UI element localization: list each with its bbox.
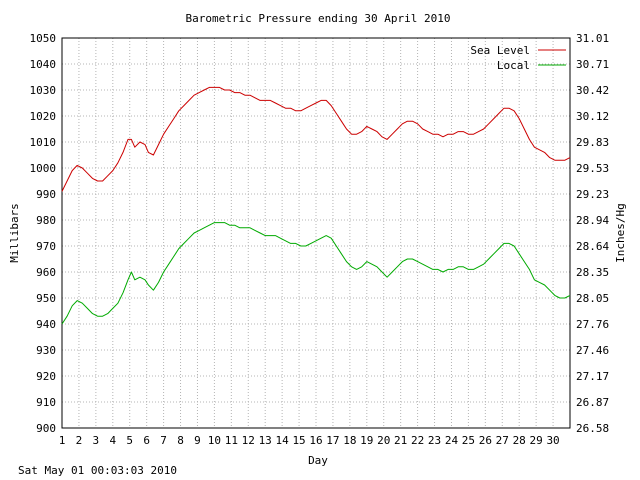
- y-tick-label: 930: [36, 344, 56, 357]
- x-tick-label: 13: [259, 434, 272, 447]
- x-tick-label: 20: [377, 434, 390, 447]
- x-tick-label: 11: [225, 434, 238, 447]
- y-tick-label: 910: [36, 396, 56, 409]
- y-tick-label: 970: [36, 240, 56, 253]
- y2-tick-label: 29.83: [576, 136, 609, 149]
- x-tick-label: 4: [109, 434, 116, 447]
- legend-label: Sea Level: [470, 44, 530, 57]
- x-tick-label: 9: [194, 434, 201, 447]
- y2-tick-label: 29.23: [576, 188, 609, 201]
- x-tick-label: 23: [428, 434, 441, 447]
- y-tick-label: 1020: [30, 110, 57, 123]
- x-tick-label: 14: [276, 434, 290, 447]
- x-tick-label: 2: [76, 434, 83, 447]
- x-tick-label: 25: [462, 434, 475, 447]
- legend-label: Local: [497, 59, 530, 72]
- y2-tick-label: 28.35: [576, 266, 609, 279]
- y-tick-label: 1040: [30, 58, 57, 71]
- x-tick-label: 8: [177, 434, 184, 447]
- y-tick-label: 950: [36, 292, 56, 305]
- x-tick-label: 12: [242, 434, 255, 447]
- y-tick-label: 1010: [30, 136, 57, 149]
- y-tick-label: 920: [36, 370, 56, 383]
- y2-tick-label: 27.46: [576, 344, 609, 357]
- series-line-sea-level: [61, 86, 571, 192]
- legend: Sea Level Local: [470, 44, 566, 72]
- y2-tick-label: 28.64: [576, 240, 609, 253]
- y2-tick-label: 30.71: [576, 58, 609, 71]
- x-tick-label: 16: [309, 434, 322, 447]
- y2-tick-label: 26.87: [576, 396, 609, 409]
- x-tick-label: 19: [360, 434, 373, 447]
- x-tick-label: 7: [160, 434, 167, 447]
- y-tick-label: 1030: [30, 84, 57, 97]
- y-tick-label: 1050: [30, 32, 57, 45]
- timestamp-footer: Sat May 01 00:03:03 2010: [18, 464, 177, 477]
- x-tick-label: 3: [93, 434, 100, 447]
- y2-tick-label: 28.94: [576, 214, 609, 227]
- x-tick-label: 6: [143, 434, 150, 447]
- x-tick-label: 26: [479, 434, 492, 447]
- x-axis-label: Day: [308, 454, 328, 467]
- x-tick-label: 17: [326, 434, 339, 447]
- chart-title: Barometric Pressure ending 30 April 2010: [186, 12, 451, 25]
- x-tick-label: 15: [292, 434, 305, 447]
- x-tick-label: 10: [208, 434, 221, 447]
- y-tick-label: 1000: [30, 162, 57, 175]
- y2-tick-label: 31.01: [576, 32, 609, 45]
- x-tick-label: 27: [496, 434, 509, 447]
- axis-ticks: 1 2 3 4 5 6 7 8 9 10 11 12 13 14 15 16 17 18 19 20 21 22 23 24 2…: [30, 32, 610, 447]
- y2-tick-label: 30.42: [576, 84, 609, 97]
- y2-axis-label: Inches/Hg: [614, 203, 627, 263]
- y2-tick-label: 27.76: [576, 318, 609, 331]
- y-axis-label: Millibars: [8, 203, 21, 263]
- plot-frame: [61, 37, 571, 429]
- y2-tick-label: 27.17: [576, 370, 609, 383]
- series-line-local: [61, 222, 571, 325]
- x-tick-label: 5: [126, 434, 133, 447]
- y-tick-label: 980: [36, 214, 56, 227]
- y2-tick-label: 30.12: [576, 110, 609, 123]
- y2-tick-label: 29.53: [576, 162, 609, 175]
- y-tick-label: 960: [36, 266, 56, 279]
- y2-tick-label: 26.58: [576, 422, 609, 435]
- y-tick-label: 990: [36, 188, 56, 201]
- x-tick-label: 1: [59, 434, 66, 447]
- x-tick-label: 21: [394, 434, 407, 447]
- x-tick-label: 24: [445, 434, 459, 447]
- x-tick-label: 29: [530, 434, 543, 447]
- y-tick-label: 940: [36, 318, 56, 331]
- x-tick-label: 28: [513, 434, 526, 447]
- y2-tick-label: 28.05: [576, 292, 609, 305]
- x-tick-label: 22: [411, 434, 424, 447]
- series-lines: [61, 86, 571, 325]
- x-tick-label: 30: [546, 434, 559, 447]
- y-tick-label: 900: [36, 422, 56, 435]
- gridlines: [62, 38, 570, 428]
- x-tick-label: 18: [343, 434, 356, 447]
